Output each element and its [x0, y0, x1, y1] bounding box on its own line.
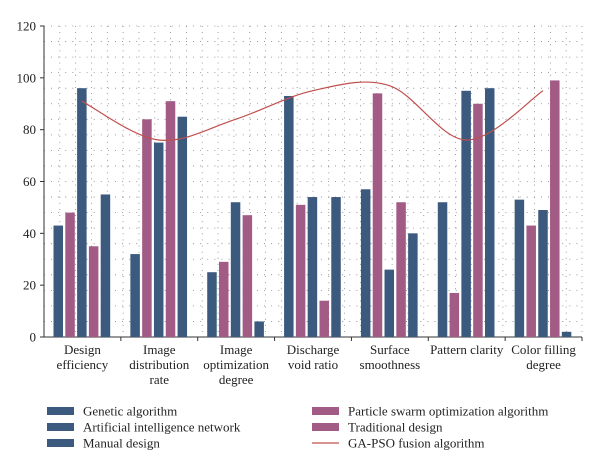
legend-swatch — [312, 423, 339, 431]
category-label: Discharge — [287, 342, 340, 357]
legend-label: GA-PSO fusion algorithm — [348, 436, 485, 451]
legend-swatch — [47, 423, 74, 431]
category-label: Image — [220, 342, 253, 357]
bar-traditional-design — [165, 101, 176, 338]
y-tick-label: 120 — [17, 19, 37, 34]
bar-particle-swarm-optimization-algorithm — [372, 93, 383, 337]
bar-manual-design — [331, 197, 341, 337]
category-label: optimization — [203, 357, 269, 372]
bar-genetic-algorithm — [360, 189, 371, 337]
bar-manual-design — [254, 321, 264, 337]
bar-traditional-design — [550, 80, 560, 338]
category-labels: DesignefficiencyImagedistributionrateIma… — [57, 342, 577, 387]
legend-label: Manual design — [83, 436, 160, 451]
bar-artificial-intelligence-network — [384, 269, 395, 337]
category-label: void ratio — [288, 357, 338, 372]
bar-traditional-design — [88, 246, 99, 337]
bar-artificial-intelligence-network — [230, 202, 241, 337]
bar-artificial-intelligence-network — [77, 88, 87, 337]
category-label: distribution — [129, 357, 189, 372]
bar-artificial-intelligence-network — [461, 90, 471, 338]
bar-particle-swarm-optimization-algorithm — [65, 212, 75, 337]
bar-particle-swarm-optimization-algorithm — [219, 261, 229, 337]
legend-label: Traditional design — [348, 420, 443, 435]
y-tick-label: 60 — [23, 174, 36, 189]
bar-artificial-intelligence-network — [538, 210, 548, 337]
y-tick-label: 80 — [23, 122, 36, 137]
legend-swatch — [312, 407, 339, 415]
category-label: Surface — [370, 342, 410, 357]
bar-genetic-algorithm — [514, 199, 525, 337]
bar-genetic-algorithm — [437, 202, 448, 337]
category-label: Image — [143, 342, 176, 357]
bar-manual-design — [561, 331, 572, 337]
category-label: Pattern clarity — [430, 342, 504, 357]
bar-genetic-algorithm — [53, 225, 63, 337]
bar-particle-swarm-optimization-algorithm — [449, 292, 460, 337]
bar-genetic-algorithm — [284, 95, 294, 337]
category-label: Color filling — [511, 342, 576, 357]
bar-particle-swarm-optimization-algorithm — [526, 225, 536, 337]
bar-particle-swarm-optimization-algorithm — [295, 204, 306, 337]
y-tick-label: 20 — [23, 278, 36, 293]
bar-manual-design — [484, 88, 495, 337]
bar-artificial-intelligence-network — [307, 197, 318, 337]
bar-genetic-algorithm — [130, 254, 140, 337]
bars — [53, 80, 572, 338]
bar-traditional-design — [473, 103, 483, 337]
category-label: degree — [526, 357, 561, 372]
bar-genetic-algorithm — [207, 272, 217, 337]
bar-manual-design — [100, 194, 111, 337]
bar-traditional-design — [242, 215, 253, 337]
bar-manual-design — [177, 116, 188, 337]
legend-label: Particle swarm optimization algorithm — [348, 404, 548, 419]
bar-manual-design — [408, 233, 418, 337]
category-label: efficiency — [57, 357, 109, 372]
bar-traditional-design — [396, 202, 406, 337]
legend-label: Artificial intelligence network — [83, 420, 241, 435]
bar-artificial-intelligence-network — [153, 142, 164, 337]
category-label: rate — [150, 372, 170, 387]
category-label: smoothness — [360, 357, 421, 372]
y-tick-label: 40 — [23, 226, 36, 241]
bar-traditional-design — [319, 300, 329, 337]
bar-particle-swarm-optimization-algorithm — [142, 119, 152, 337]
y-tick-label: 0 — [30, 330, 37, 345]
fusion-line-path — [81, 81, 544, 142]
fusion-line — [81, 81, 544, 142]
y-tick-label: 100 — [17, 70, 37, 85]
legend-swatch — [47, 407, 74, 415]
legend-swatch — [47, 439, 74, 447]
category-label: degree — [219, 372, 254, 387]
legend-label: Genetic algorithm — [83, 404, 177, 419]
category-label: Design — [64, 342, 101, 357]
